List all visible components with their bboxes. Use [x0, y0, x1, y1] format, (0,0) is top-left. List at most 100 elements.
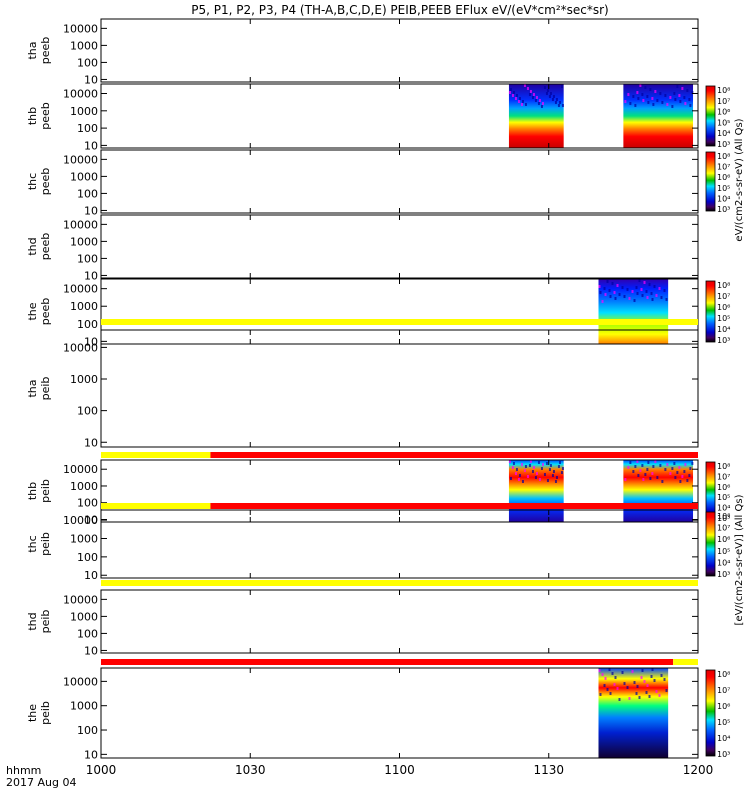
speckle: [658, 694, 661, 697]
speckle: [614, 676, 617, 679]
y-tick-label: 100: [77, 405, 98, 418]
speckle: [523, 469, 526, 472]
speckle: [664, 94, 667, 97]
speckle: [508, 91, 511, 94]
speckle: [608, 289, 611, 292]
speckle: [623, 682, 626, 685]
speckle: [653, 285, 656, 288]
speckle: [659, 92, 662, 95]
y-tick-label: 1000: [70, 300, 98, 313]
panel-label: thdpeeb: [26, 233, 52, 261]
speckle: [684, 102, 687, 105]
colorbar-tick-label: 10⁷: [717, 163, 730, 172]
speckle: [656, 476, 659, 479]
speckle: [558, 101, 561, 104]
speckle: [641, 93, 644, 96]
speckle: [616, 284, 619, 287]
speckle: [632, 95, 635, 98]
panel-label: thepeeb: [26, 298, 52, 326]
spectrogram-block: [623, 460, 694, 522]
speckle: [654, 460, 657, 463]
speckle: [604, 677, 607, 680]
y-tick-label: 10: [84, 436, 98, 449]
speckle: [660, 296, 663, 299]
panel-frame: [100, 18, 699, 83]
speckle: [518, 97, 521, 100]
speckle: [655, 294, 658, 297]
y-tick-label: 1000: [70, 105, 98, 118]
speckle: [626, 686, 629, 689]
colorbar-tick-label: 10⁵: [717, 118, 730, 127]
y-tick-label: 10000: [63, 593, 98, 606]
y-tick-label: 10000: [63, 153, 98, 166]
speckle: [665, 689, 668, 692]
speckle: [555, 476, 558, 479]
speckle: [621, 671, 624, 674]
panel-label: thcpeib: [26, 532, 52, 556]
speckle: [532, 93, 535, 96]
speckle: [678, 466, 681, 469]
speckle: [639, 469, 642, 472]
spectrogram-block: [623, 84, 694, 148]
panel-label: thapeeb: [26, 37, 52, 65]
panel-frame: [100, 149, 699, 214]
speckle: [560, 471, 563, 474]
speckle: [549, 464, 552, 467]
speckle: [603, 287, 606, 290]
speckle: [517, 478, 520, 481]
y-tick-label: 100: [77, 187, 98, 200]
colorbar-title-peeb: eV/(cm2-s-sr-eV) (All Qs): [734, 118, 745, 241]
speckle: [650, 675, 653, 678]
speckle: [646, 95, 649, 98]
colorbar-tick-label: 10⁶: [717, 108, 730, 117]
speckle: [543, 473, 546, 476]
speckle: [640, 288, 643, 291]
colorbar-tick-label: 10⁴: [717, 504, 730, 513]
speckle: [518, 474, 521, 477]
figure-title: P5, P1, P2, P3, P4 (TH-A,B,C,D,E) PEIB,P…: [191, 3, 608, 17]
speckle: [616, 687, 619, 690]
speckle: [523, 84, 526, 87]
speckle: [632, 470, 635, 473]
y-tick-label: 10: [84, 748, 98, 761]
speckle: [609, 692, 612, 695]
panel-the-peeb: 10 100 1000 10000 thepeeb 10³ 10⁴ 10⁵ 10⁶ 10⁷ 10⁸: [26, 278, 730, 348]
speckle: [691, 91, 694, 94]
colorbar-tick-label: 10⁷: [717, 524, 730, 533]
x-tick-label: 1200: [683, 763, 714, 777]
y-tick-label: 100: [77, 318, 98, 331]
x-tick-label: 1000: [86, 763, 117, 777]
speckle: [669, 472, 672, 475]
speckle: [666, 103, 669, 106]
speckle: [531, 96, 534, 99]
speckle: [546, 479, 549, 482]
speckle: [678, 94, 681, 97]
colorbar-tick-label: 10⁵: [717, 493, 730, 502]
speckle: [613, 291, 616, 294]
y-tick-label: 10000: [63, 22, 98, 35]
speckle: [545, 92, 548, 95]
speckle: [515, 94, 518, 97]
speckle: [535, 96, 538, 99]
speckle: [669, 96, 672, 99]
speckle: [548, 95, 551, 98]
panel-label: thcpeeb: [26, 168, 52, 196]
colorbar-tick-label: 10³: [717, 140, 730, 149]
colorbar: [705, 280, 716, 343]
speckle: [642, 99, 645, 102]
panel-frame: [100, 329, 699, 448]
speckle: [601, 673, 604, 676]
y-tick-label: 100: [77, 497, 98, 510]
speckle: [666, 463, 669, 466]
y-tick-label: 1000: [70, 170, 98, 183]
speckle: [645, 290, 648, 293]
speckle: [520, 103, 523, 106]
speckle: [679, 480, 682, 483]
colorbar: [705, 669, 716, 757]
mode-bar-segment: [673, 659, 698, 665]
speckle: [637, 474, 640, 477]
speckle: [649, 477, 652, 480]
speckle: [555, 98, 558, 101]
y-tick-label: 10: [84, 335, 98, 348]
speckle: [557, 465, 560, 468]
